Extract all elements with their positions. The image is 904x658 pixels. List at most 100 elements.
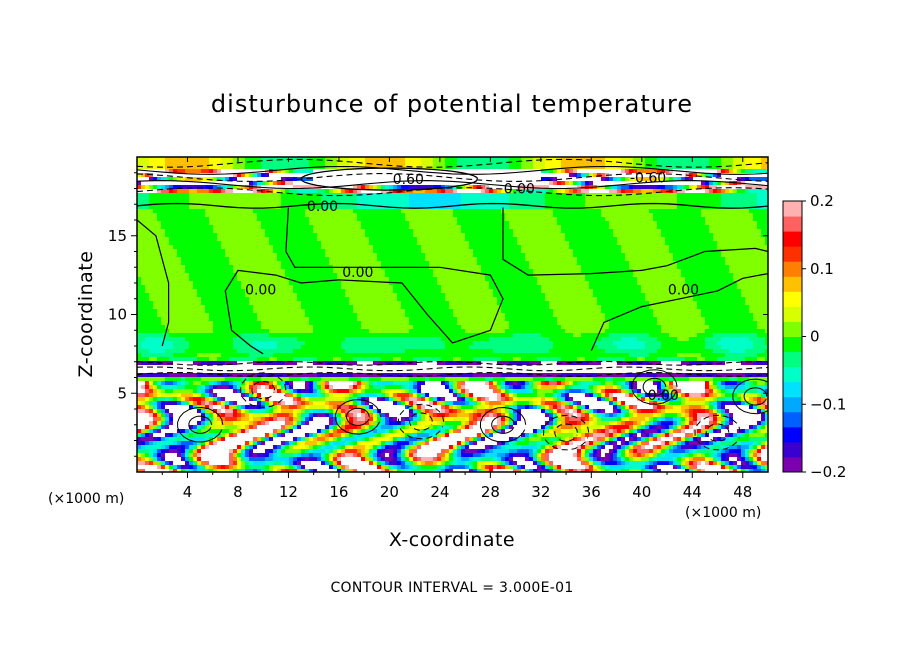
field-cell xyxy=(181,261,186,266)
field-cell xyxy=(233,249,238,254)
field-cell xyxy=(237,233,242,238)
field-cell xyxy=(561,201,566,206)
field-cell xyxy=(533,181,538,186)
field-cell xyxy=(629,253,634,258)
field-cell xyxy=(457,229,462,234)
field-cell xyxy=(361,245,366,250)
field-cell xyxy=(253,273,258,278)
field-cell xyxy=(753,181,758,186)
field-cell xyxy=(717,229,722,234)
field-cell xyxy=(657,257,662,262)
field-cell xyxy=(493,245,498,250)
field-cell xyxy=(169,241,174,246)
field-cell xyxy=(477,221,482,226)
field-cell xyxy=(629,249,634,254)
field-cell xyxy=(345,257,350,262)
field-cell xyxy=(417,217,422,222)
field-cell xyxy=(377,161,382,166)
field-cell xyxy=(461,157,466,162)
field-cell xyxy=(597,273,602,278)
field-cell xyxy=(425,269,430,274)
field-cell xyxy=(577,197,582,202)
field-cell xyxy=(213,265,218,270)
field-cell xyxy=(413,217,418,222)
field-cell xyxy=(661,225,666,230)
field-cell xyxy=(613,157,618,162)
field-cell xyxy=(541,233,546,238)
field-cell xyxy=(513,237,518,242)
field-cell xyxy=(753,233,758,238)
field-cell xyxy=(621,169,626,174)
field-cell xyxy=(381,273,386,278)
field-cell xyxy=(237,197,242,202)
field-cell xyxy=(541,225,546,230)
field-cell xyxy=(513,209,518,214)
field-cell xyxy=(573,205,578,210)
field-cell xyxy=(449,257,454,262)
field-cell xyxy=(609,161,614,166)
field-cell xyxy=(753,257,758,262)
field-cell xyxy=(209,241,214,246)
field-cell xyxy=(541,181,546,186)
field-cell xyxy=(253,161,258,166)
field-cell xyxy=(157,201,162,206)
field-cell xyxy=(169,257,174,262)
field-cell xyxy=(725,197,730,202)
field-cell xyxy=(733,273,738,278)
field-cell xyxy=(217,201,222,206)
field-cell xyxy=(437,233,442,238)
field-cell xyxy=(341,221,346,226)
field-cell xyxy=(685,177,690,182)
field-cell xyxy=(605,233,610,238)
field-cell xyxy=(673,253,678,258)
field-cell xyxy=(141,185,146,190)
field-cell xyxy=(641,273,646,278)
field-cell xyxy=(365,189,370,194)
field-cell xyxy=(529,277,534,282)
field-cell xyxy=(685,269,690,274)
field-cell xyxy=(625,241,630,246)
field-cell xyxy=(145,257,150,262)
field-cell xyxy=(693,173,698,178)
field-cell xyxy=(729,205,734,210)
field-cell xyxy=(149,189,154,194)
field-cell xyxy=(365,225,370,230)
field-cell xyxy=(425,257,430,262)
field-cell xyxy=(417,157,422,162)
field-cell xyxy=(729,249,734,254)
field-cell xyxy=(193,233,198,238)
field-cell xyxy=(361,193,366,198)
field-cell xyxy=(761,173,766,178)
field-cell xyxy=(713,261,718,266)
field-cell xyxy=(765,173,768,178)
field-cell xyxy=(525,221,530,226)
field-cell xyxy=(209,221,214,226)
field-cell xyxy=(537,261,542,266)
field-cell xyxy=(493,181,498,186)
field-cell xyxy=(305,177,310,182)
field-cell xyxy=(401,245,406,250)
field-cell xyxy=(237,225,242,230)
field-cell xyxy=(625,229,630,234)
field-cell xyxy=(425,189,430,194)
field-cell xyxy=(333,181,338,186)
field-cell xyxy=(673,245,678,250)
field-cell xyxy=(553,241,558,246)
field-cell xyxy=(301,253,306,258)
field-cell xyxy=(341,209,346,214)
field-cell xyxy=(369,205,374,210)
field-cell xyxy=(325,249,330,254)
field-cell xyxy=(549,177,554,182)
field-cell xyxy=(269,181,274,186)
field-cell xyxy=(149,273,154,278)
field-cell xyxy=(369,233,374,238)
field-cell xyxy=(473,241,478,246)
field-cell xyxy=(613,165,618,170)
field-cell xyxy=(265,201,270,206)
field-cell xyxy=(705,261,710,266)
field-cell xyxy=(513,193,518,198)
field-cell xyxy=(669,269,674,274)
field-cell xyxy=(245,229,250,234)
field-cell xyxy=(477,249,482,254)
field-cell xyxy=(409,229,414,234)
